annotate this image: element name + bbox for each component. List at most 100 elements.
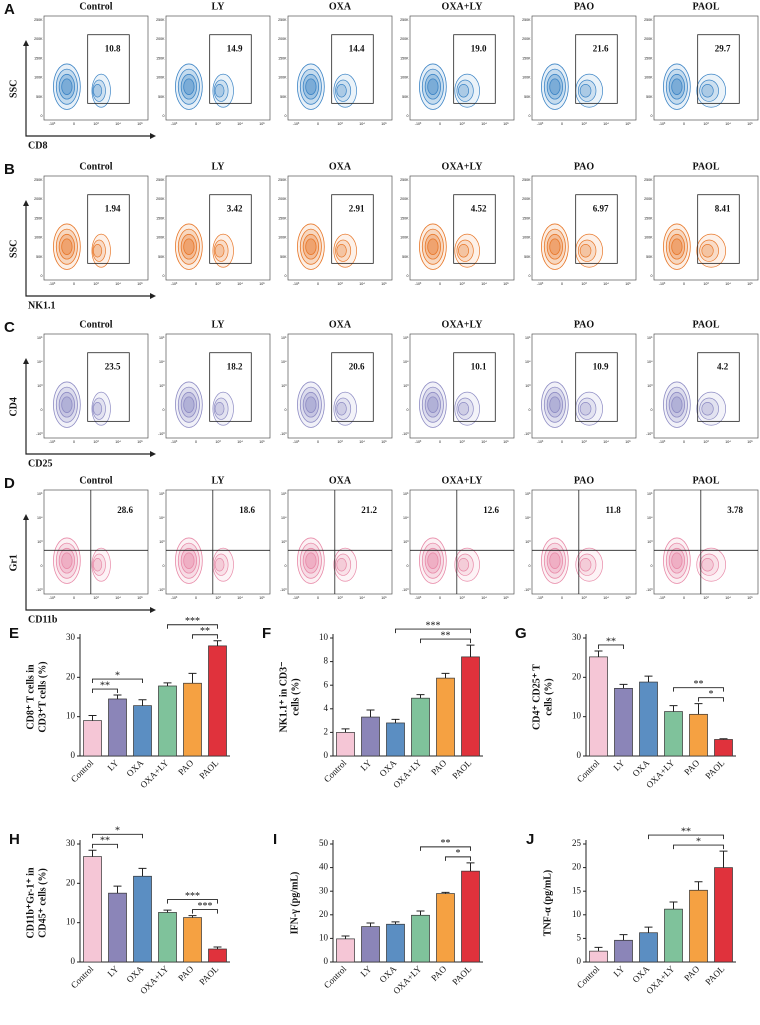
y-tick-label: -10³ xyxy=(158,588,165,592)
group-title: PAOL xyxy=(692,1,719,12)
population-contour xyxy=(663,63,691,110)
x-tick-label: -10³ xyxy=(537,440,544,444)
population-contour xyxy=(663,223,691,270)
x-tick-label: -10³ xyxy=(659,282,666,286)
y-tick-label: 10³ xyxy=(647,540,653,544)
bar xyxy=(589,950,608,963)
y-axis-label: CD3⁺T cells (%) xyxy=(37,661,48,732)
gate xyxy=(209,194,252,264)
population-contour xyxy=(575,547,603,582)
y-tick-label: -10³ xyxy=(646,588,653,592)
gate xyxy=(331,194,374,264)
panel-letter: G xyxy=(515,625,527,642)
plot-frame xyxy=(165,333,271,439)
population-contour xyxy=(333,73,357,108)
population-contour xyxy=(424,73,442,100)
bar xyxy=(664,908,683,963)
x-tick-label: 10³ xyxy=(337,440,343,444)
y-tick-label: 250K xyxy=(156,18,165,22)
bar xyxy=(461,656,480,757)
y-tick-label: 200K xyxy=(644,37,653,41)
significance-bracket xyxy=(673,687,724,692)
population-contour xyxy=(701,84,714,98)
y-tick-label: 200K xyxy=(34,37,43,41)
population-contour xyxy=(61,552,73,569)
population-contour xyxy=(541,537,569,584)
x-tick-label: 10⁵ xyxy=(259,596,265,600)
y-tick-label: 0 xyxy=(651,274,653,278)
y-tick-label: 10³ xyxy=(281,384,287,388)
gate-value: 1.94 xyxy=(105,203,121,213)
gate xyxy=(87,352,130,422)
y-tick-label: 20 xyxy=(66,877,76,887)
population-contour xyxy=(92,239,106,262)
gate xyxy=(87,34,130,104)
significance-label: ** xyxy=(441,630,451,641)
y-axis-label: SSC xyxy=(8,240,19,258)
population-contour xyxy=(454,547,480,582)
x-tick-label: 10³ xyxy=(459,440,465,444)
x-tick-label: -10³ xyxy=(537,282,544,286)
bar xyxy=(461,870,480,963)
x-tick-label: 10⁵ xyxy=(259,440,265,444)
population-contour xyxy=(93,558,103,572)
population-contour xyxy=(212,73,234,108)
group-title: PAO xyxy=(574,475,595,486)
y-tick-label: 10⁴ xyxy=(403,360,409,364)
error-bar xyxy=(719,850,728,868)
gate xyxy=(697,34,740,104)
y-tick-label: -10³ xyxy=(280,588,287,592)
significance-label: ** xyxy=(441,838,451,849)
population-contour xyxy=(546,547,564,574)
plot-frame xyxy=(165,175,271,281)
plot-frame xyxy=(287,333,393,439)
error-bar xyxy=(113,694,122,699)
y-tick-label: 20 xyxy=(66,671,76,681)
y-tick-label: 10³ xyxy=(159,384,165,388)
x-tick-label: 10³ xyxy=(215,596,221,600)
y-tick-label: 250K xyxy=(278,178,287,182)
y-tick-label: 4 xyxy=(324,703,329,713)
bar xyxy=(411,697,430,757)
y-tick-label: 10 xyxy=(319,632,329,642)
group-title: OXA xyxy=(329,319,352,330)
group-title: LY xyxy=(212,319,226,330)
y-tick-label: 10⁵ xyxy=(281,492,287,496)
bar xyxy=(386,923,405,963)
bar xyxy=(208,645,227,757)
error-bar xyxy=(138,699,147,706)
significance-label: ** xyxy=(100,680,110,691)
y-tick-label: 10³ xyxy=(525,540,531,544)
x-tick-label: -10³ xyxy=(537,122,544,126)
y-tick-label: 150K xyxy=(400,216,409,220)
population-contour xyxy=(549,78,561,95)
population-contour xyxy=(333,547,357,582)
bar xyxy=(386,722,405,757)
x-tick-label: 10⁴ xyxy=(237,122,243,126)
x-tick-label: PAOL xyxy=(197,758,220,781)
x-axis-label: NK1.1 xyxy=(28,300,56,311)
significance-label: * xyxy=(696,836,701,847)
y-tick-label: 250K xyxy=(644,178,653,182)
population-contour xyxy=(668,73,686,100)
y-tick-label: 0 xyxy=(324,750,329,760)
y-tick-label: 30 xyxy=(572,632,582,642)
x-tick-label: 10³ xyxy=(337,282,343,286)
y-tick-label: -10³ xyxy=(402,588,409,592)
y-tick-label: 200K xyxy=(522,197,531,201)
y-axis-label: NK1.1⁺ in CD3⁻ xyxy=(278,662,289,733)
population-contour xyxy=(92,553,106,576)
x-tick-label: 10³ xyxy=(459,282,465,286)
x-axis-label: CD8 xyxy=(28,140,47,151)
bar xyxy=(336,938,355,963)
y-tick-label: 50K xyxy=(646,255,653,259)
group-title: LY xyxy=(212,475,226,486)
x-tick-label: 0 xyxy=(439,440,441,444)
group-title: OXA xyxy=(329,1,352,12)
significance-label: ** xyxy=(100,836,110,847)
error-bar xyxy=(341,728,350,733)
x-tick-label: LY xyxy=(105,757,120,772)
x-tick-label: 0 xyxy=(561,122,563,126)
gate-value: 21.6 xyxy=(593,43,609,53)
y-tick-label: 0 xyxy=(163,564,165,568)
